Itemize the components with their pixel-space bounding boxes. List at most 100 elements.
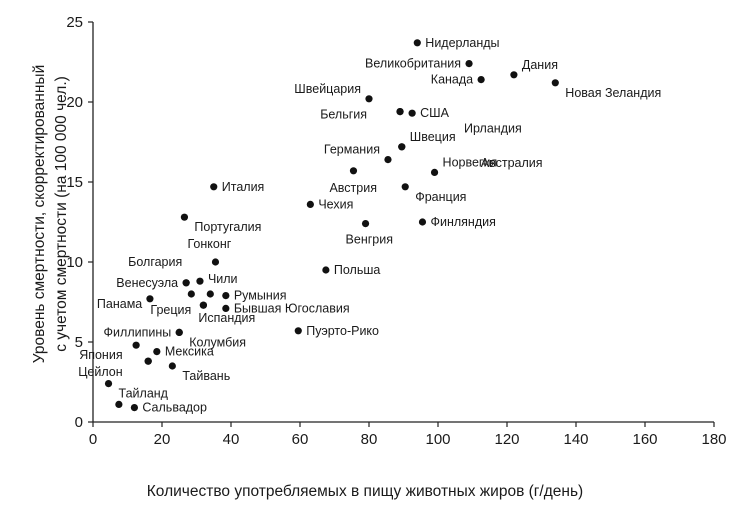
data-point: [430, 168, 439, 176]
data-point: [168, 362, 176, 370]
point-label: Финляндия: [430, 215, 495, 229]
point-label: Бывшая Югославия: [234, 301, 350, 315]
point-label: Венесуэла: [116, 276, 178, 290]
data-point: [396, 108, 404, 116]
data-point: [477, 76, 485, 84]
data-point: [398, 143, 406, 151]
data-point: [408, 109, 416, 117]
y-tick-label: 0: [75, 414, 83, 431]
x-tick-label: 100: [425, 431, 450, 448]
data-point: [130, 404, 138, 412]
x-axis-title: Количество употребляемых в пищу животных…: [147, 483, 583, 500]
data-point: [187, 290, 195, 298]
x-tick-label: 160: [632, 431, 657, 448]
point-label: Мексика: [165, 345, 214, 359]
y-tick-label: 5: [75, 334, 83, 351]
point-label: Австралия: [481, 156, 543, 170]
data-point: [510, 71, 518, 79]
data-points: [104, 39, 559, 412]
point-label: Канада: [431, 73, 473, 87]
point-label: Пуэрто-Рико: [306, 324, 379, 338]
ticks: 0 20 40 60 80 100 120 140 160 180 0 5 10 15 20 25: [66, 14, 726, 448]
y-tick-label: 25: [66, 14, 83, 31]
y-axis-title-line1: Уровень смертности, скорректированный: [31, 65, 48, 363]
point-label: Гонконг: [187, 237, 231, 251]
data-point: [413, 39, 421, 47]
point-label: Польша: [334, 263, 380, 277]
point-label: Португалия: [194, 220, 261, 234]
y-axis-title-line2: с учетом смертности (на 100 000 чел.): [53, 76, 70, 352]
point-label: Ирландия: [464, 122, 522, 136]
point-label: Германия: [324, 143, 380, 157]
point-label: Греция: [150, 303, 191, 317]
data-point: [349, 167, 358, 175]
data-point: [211, 258, 220, 266]
x-tick-label: 80: [361, 431, 378, 448]
point-label: Венгрия: [346, 233, 393, 247]
point-label: Норвегия: [443, 155, 498, 169]
data-point: [222, 304, 230, 312]
point-label: Великобритания: [365, 57, 461, 71]
point-label: Япония: [79, 348, 122, 362]
data-point: [361, 220, 370, 228]
point-label: Цейлон: [78, 365, 123, 379]
point-label: Испандия: [198, 311, 255, 325]
data-point: [104, 380, 113, 388]
data-point: [551, 79, 559, 87]
data-point: [180, 213, 189, 221]
data-point: [294, 327, 302, 335]
y-tick-label: 15: [66, 174, 83, 191]
data-point: [210, 183, 218, 191]
data-point: [401, 183, 409, 191]
point-label: Чили: [208, 272, 238, 286]
point-labels: Нидерланды Великобритания Дания Канада Новая…: [78, 36, 661, 415]
data-point: [196, 277, 204, 285]
data-point: [182, 279, 190, 287]
x-tick-label: 120: [494, 431, 519, 448]
point-label: Нидерланды: [425, 36, 499, 50]
data-point: [144, 357, 152, 365]
x-tick-label: 60: [292, 431, 309, 448]
y-tick-label: 20: [66, 94, 83, 111]
data-point: [365, 95, 373, 103]
point-label: Тайвань: [182, 369, 230, 383]
data-point: [146, 295, 154, 303]
data-point: [418, 218, 427, 226]
x-tick-label: 0: [89, 431, 97, 448]
data-point: [115, 400, 123, 408]
point-label: Болгария: [128, 255, 182, 269]
point-label: Швеция: [410, 130, 456, 144]
point-label: Филлипины: [104, 325, 172, 339]
point-label: Новая Зеландия: [565, 86, 661, 100]
point-label: Италия: [222, 180, 265, 194]
data-point: [132, 341, 140, 349]
point-label: Бельгия: [320, 108, 367, 122]
data-point: [175, 328, 183, 336]
data-point: [465, 60, 473, 68]
point-label: Австрия: [329, 181, 377, 195]
point-label: Швейцария: [294, 82, 361, 96]
x-tick-label: 140: [563, 431, 588, 448]
data-point: [153, 348, 161, 356]
x-tick-label: 40: [223, 431, 240, 448]
point-label: Колумбия: [189, 335, 246, 349]
point-label: Сальвадор: [142, 401, 207, 415]
point-label: Тайланд: [119, 387, 169, 401]
point-label: Франция: [415, 190, 466, 204]
x-tick-label: 20: [154, 431, 171, 448]
data-point: [306, 200, 314, 208]
point-label: Дания: [522, 58, 558, 72]
data-point: [222, 292, 230, 300]
data-point: [206, 290, 214, 298]
point-label: США: [420, 106, 449, 120]
y-tick-label: 10: [66, 254, 83, 271]
data-point: [384, 156, 392, 164]
point-label: Чехия: [318, 197, 353, 211]
point-label: Румыния: [234, 289, 287, 303]
axes: [92, 22, 714, 423]
x-tick-label: 180: [701, 431, 726, 448]
data-point: [199, 301, 207, 309]
data-point: [322, 266, 330, 274]
point-label: Панама: [97, 297, 142, 311]
